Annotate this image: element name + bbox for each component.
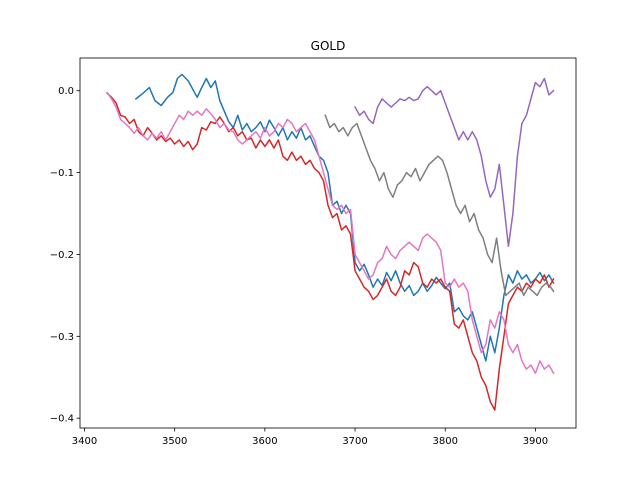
- y-tick-label: −0.1: [50, 168, 74, 179]
- x-tick-label: 3700: [342, 436, 367, 447]
- y-tick-label: −0.3: [50, 332, 74, 343]
- x-tick-label: 3900: [523, 436, 548, 447]
- x-tick-label: 3500: [162, 436, 187, 447]
- x-tick-label: 3400: [72, 436, 97, 447]
- chart-title: GOLD: [311, 39, 346, 53]
- series-line-2: [106, 92, 555, 411]
- y-tick-label: 0.0: [58, 86, 74, 97]
- y-axis: 0.0 −0.1 −0.2 −0.3 −0.4: [50, 86, 80, 425]
- y-tick-label: −0.2: [50, 250, 74, 261]
- y-tick-label: −0.4: [50, 414, 74, 425]
- x-axis: 3400 3500 3600 3700 3800 3900: [72, 428, 548, 447]
- x-tick-label: 3800: [433, 436, 458, 447]
- x-tick-label: 3600: [252, 436, 277, 447]
- plot-frame: [79, 57, 577, 429]
- series-layer: [106, 73, 555, 411]
- series-line-4: [324, 114, 555, 297]
- series-line-5: [354, 77, 555, 248]
- series-line-3: [106, 91, 555, 375]
